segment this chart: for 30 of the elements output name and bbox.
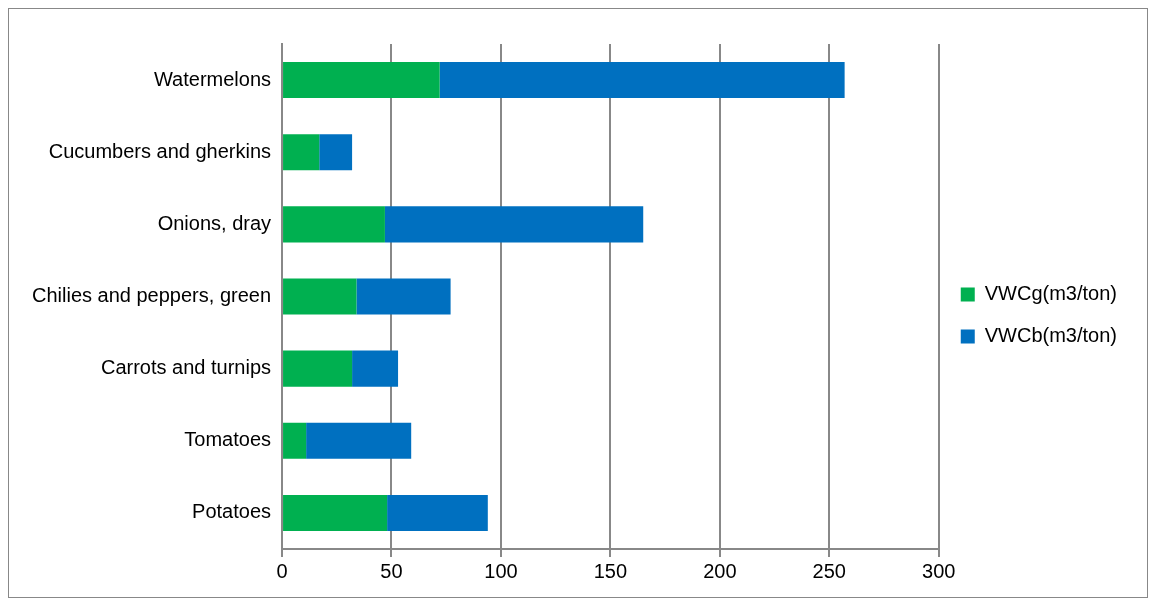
y-tick-label: Carrots and turnips <box>100 356 272 379</box>
x-tick-label: 50 <box>380 559 403 582</box>
bar <box>283 350 353 387</box>
bar <box>283 206 385 243</box>
bar <box>439 62 845 99</box>
y-tick-label: Cucumbers and gherkins <box>48 139 272 162</box>
bar <box>283 278 357 315</box>
x-tick-label: 300 <box>922 559 956 582</box>
legend-label: VWCb(m3/ton) <box>984 324 1117 347</box>
x-tick-label: 150 <box>593 559 628 582</box>
legend-label: VWCg(m3/ton) <box>984 282 1117 305</box>
y-tick-label: Watermelons <box>153 67 272 90</box>
bar <box>356 278 451 315</box>
y-tick-label: Tomatoes <box>184 428 272 451</box>
bar <box>283 494 388 531</box>
x-tick-label: 250 <box>812 559 846 582</box>
bar <box>387 494 488 531</box>
bar <box>283 422 307 459</box>
x-tick-label: 0 <box>276 559 288 582</box>
y-tick-label: Onions, dray <box>157 211 272 234</box>
y-tick-label: Potatoes <box>192 500 272 523</box>
bar <box>306 422 412 459</box>
bar <box>283 134 320 171</box>
x-tick-label: 100 <box>484 559 518 582</box>
bar <box>319 134 353 171</box>
bar <box>283 62 440 99</box>
bar <box>384 206 644 243</box>
y-tick-label: Chilies and peppers, green <box>32 284 272 307</box>
x-tick-label: 200 <box>703 559 737 582</box>
bar <box>352 350 399 387</box>
